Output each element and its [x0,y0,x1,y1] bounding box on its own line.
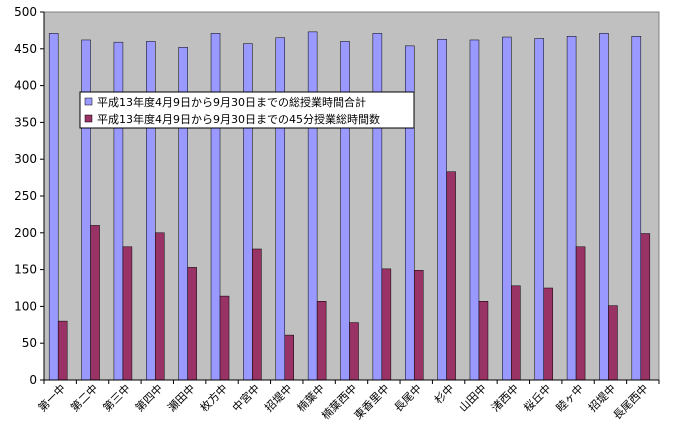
x-tick-label: 睦ヶ中 [554,382,587,415]
bar-45min-hours [252,248,262,381]
y-tick-label: 50 [22,336,37,350]
bar-45min-hours [478,300,489,381]
x-tick-label: 長尾中 [392,382,425,415]
y-tick-label: 400 [14,79,37,93]
legend: 平成13年度4月9日から9月30日までの総授業時間合計 平成13年度4月9日から… [79,91,415,129]
y-tick-label: 450 [14,42,37,56]
x-tick-label: 東香里中 [352,382,392,422]
y-tick-label: 350 [14,115,37,129]
x-tick-label: 杉中 [431,381,456,406]
bar-total-hours [566,36,577,381]
bar-45min-hours [608,305,618,381]
x-tick-label: 招堤中 [262,381,295,414]
x-tick-label: 渚西中 [489,382,522,415]
y-tick-label: 200 [14,226,37,240]
legend-swatch [84,97,93,106]
bar-total-hours [534,38,544,381]
x-tick-label: 桜丘中 [521,381,554,414]
x-tick-label: 瀬田中 [165,381,198,414]
bar-45min-hours [640,233,651,381]
bar-total-hours [372,33,383,381]
bar-total-hours [599,33,609,381]
legend-box [79,91,415,129]
bar-45min-hours [57,320,68,381]
bar-total-hours [210,33,221,381]
bar-total-hours [275,37,286,381]
y-tick-label: 300 [14,152,37,166]
x-tick-label: 枚方中 [197,381,230,414]
bar-total-hours [469,39,480,381]
bar-45min-hours [90,225,100,381]
bar-45min-hours [219,295,230,381]
y-tick-label: 250 [14,189,37,203]
y-tick-label: 0 [29,373,37,387]
y-tick-label: 500 [14,5,37,19]
x-tick-label: 第四中 [132,381,165,414]
bar-45min-hours [413,270,424,381]
bar-45min-hours [446,171,456,381]
bar-total-hours [307,31,318,381]
legend-entry: 平成13年度4月9日から9月30日までの総授業時間合計 [97,95,366,109]
bar-45min-hours [381,268,392,381]
bar-total-hours [437,38,447,381]
bar-45min-hours [122,246,133,381]
x-tick-label: 第二中 [67,381,100,414]
bar-45min-hours [187,267,197,381]
bar-total-hours [631,36,642,381]
bar-total-hours [48,33,59,381]
bar-45min-hours [543,287,553,381]
bar-45min-hours [511,285,521,381]
y-tick-label: 100 [14,299,37,313]
bar-45min-hours [284,334,295,381]
y-axis: 0 50 100 150 200 250 300 350 400 450 500 [14,5,45,387]
bar-45min-hours [316,300,327,381]
bar-total-hours [81,39,91,381]
x-tick-label: 第一中 [35,381,68,414]
legend-swatch [84,114,93,123]
x-tick-label: 山田中 [457,382,490,415]
x-tick-label: 第三中 [100,381,133,414]
x-tick-label: 中宮中 [229,381,262,414]
bar-45min-hours [349,322,359,381]
y-tick-label: 150 [14,263,37,277]
bar-45min-hours [575,246,586,381]
bar-45min-hours [155,232,165,381]
x-tick-label: 長尾西中 [611,382,651,422]
legend-entry: 平成13年度4月9日から9月30日までの45分授業総時間数 [97,112,380,126]
bar-total-hours [502,36,512,381]
